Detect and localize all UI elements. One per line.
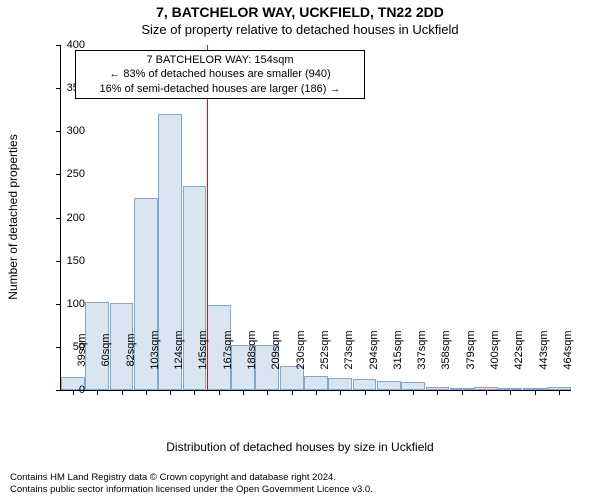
y-axis-label: Number of detached properties	[6, 134, 20, 299]
x-tick	[194, 390, 195, 395]
x-tick	[462, 390, 463, 395]
annotation-line2: ← 83% of detached houses are smaller (94…	[82, 67, 358, 81]
x-tick-label: 103sqm	[149, 330, 161, 369]
x-tick	[437, 390, 438, 395]
x-tick	[389, 390, 390, 395]
x-tick-label: 60sqm	[100, 333, 112, 366]
y-tick-label: 200	[45, 212, 85, 224]
x-tick-label: 145sqm	[197, 330, 209, 369]
title-subtitle: Size of property relative to detached ho…	[0, 22, 600, 37]
histogram-bar	[401, 382, 425, 390]
x-tick-label: 273sqm	[343, 330, 355, 369]
x-tick-label: 167sqm	[222, 330, 234, 369]
histogram-bar	[353, 379, 377, 390]
chart-container: { "title_line1": "7, BATCHELOR WAY, UCKF…	[0, 0, 600, 500]
x-tick	[219, 390, 220, 395]
attribution-line1: Contains HM Land Registry data © Crown c…	[10, 472, 373, 484]
x-tick-label: 230sqm	[295, 330, 307, 369]
x-tick-label: 443sqm	[538, 330, 550, 369]
x-tick	[146, 390, 147, 395]
x-tick-label: 464sqm	[562, 330, 574, 369]
x-axis-label: Distribution of detached houses by size …	[0, 440, 600, 454]
attribution: Contains HM Land Registry data © Crown c…	[10, 472, 373, 496]
y-tick-label: 0	[45, 384, 85, 396]
x-tick	[413, 390, 414, 395]
x-tick-label: 252sqm	[319, 330, 331, 369]
x-tick	[365, 390, 366, 395]
histogram-bar	[377, 381, 401, 390]
x-tick-label: 422sqm	[513, 330, 525, 369]
annotation-line1: 7 BATCHELOR WAY: 154sqm	[82, 53, 358, 67]
x-tick	[559, 390, 560, 395]
histogram-bar	[304, 376, 328, 390]
x-tick-label: 379sqm	[465, 330, 477, 369]
x-tick-label: 294sqm	[368, 330, 380, 369]
x-tick	[267, 390, 268, 395]
x-tick-label: 39sqm	[76, 333, 88, 366]
x-tick-label: 400sqm	[489, 330, 501, 369]
x-tick	[316, 390, 317, 395]
annotation-line3: 16% of semi-detached houses are larger (…	[82, 82, 358, 96]
x-tick-label: 209sqm	[270, 330, 282, 369]
x-tick	[170, 390, 171, 395]
x-tick-label: 82sqm	[125, 333, 137, 366]
y-tick-label: 250	[45, 168, 85, 180]
x-tick-label: 337sqm	[416, 330, 428, 369]
x-tick	[535, 390, 536, 395]
y-tick-label: 100	[45, 298, 85, 310]
x-tick-label: 124sqm	[173, 330, 185, 369]
y-tick-label: 150	[45, 255, 85, 267]
x-tick	[292, 390, 293, 395]
x-tick	[97, 390, 98, 395]
x-tick	[486, 390, 487, 395]
title-address: 7, BATCHELOR WAY, UCKFIELD, TN22 2DD	[0, 4, 600, 20]
attribution-line2: Contains public sector information licen…	[10, 484, 373, 496]
x-tick	[340, 390, 341, 395]
histogram-bar	[328, 378, 352, 390]
x-tick	[243, 390, 244, 395]
x-tick-label: 358sqm	[440, 330, 452, 369]
x-tick-label: 315sqm	[392, 330, 404, 369]
y-tick-label: 300	[45, 125, 85, 137]
x-tick-label: 188sqm	[246, 330, 258, 369]
x-tick	[122, 390, 123, 395]
annotation-box: 7 BATCHELOR WAY: 154sqm← 83% of detached…	[75, 50, 365, 99]
x-tick	[510, 390, 511, 395]
